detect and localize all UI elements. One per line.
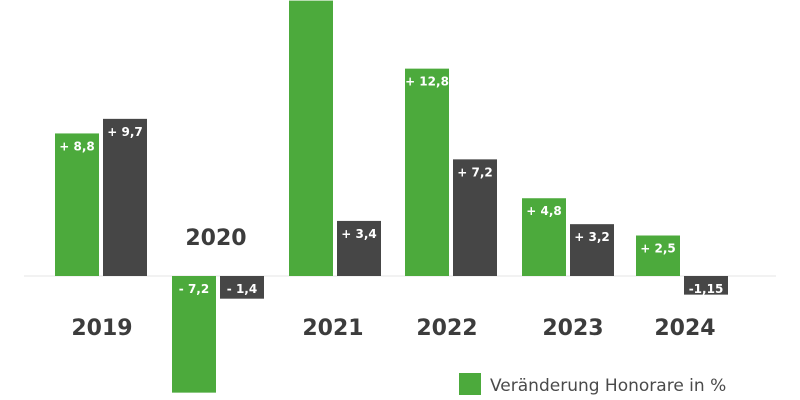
bar-value-label: + 8,8 <box>59 139 95 153</box>
bar-green-2020 <box>172 276 216 393</box>
bar-value-label: - 1,4 <box>227 282 257 296</box>
bar-green-2022 <box>405 68 449 276</box>
bar-dark-2022 <box>453 159 497 276</box>
bar-dark-2020 <box>220 276 264 299</box>
bar-green-2023 <box>522 198 566 276</box>
category-label-2020: 2020 <box>185 226 246 251</box>
bar-green-2021 <box>289 0 333 276</box>
category-label-2019: 2019 <box>71 316 132 341</box>
bar-labels-layer: + 8,8 - 7,2 + 12,8 + 4,8 + 2,5 + 9,7 - 1,4 + 3,… <box>59 75 723 296</box>
bar-value-label: + 12,8 <box>405 75 449 89</box>
bar-value-label: + 9,7 <box>107 125 143 139</box>
bar-dark-2019 <box>103 118 147 276</box>
category-label-2022: 2022 <box>416 316 477 341</box>
bars-layer <box>55 0 728 393</box>
year-labels-layer: 2019 2020 2021 2022 2023 2024 <box>71 226 715 341</box>
legend-label: Veränderung Honorare in % <box>490 376 726 396</box>
bar-green-2024 <box>636 235 680 276</box>
bar-dark-2021 <box>337 220 381 276</box>
legend: Veränderung Honorare in % <box>459 373 726 396</box>
bar-value-label: + 2,5 <box>640 242 676 256</box>
legend-swatch-green <box>459 373 481 395</box>
category-label-2021: 2021 <box>302 316 363 341</box>
bar-dark-2024 <box>684 276 728 295</box>
bar-dark-2023 <box>570 224 614 276</box>
bar-value-label: + 3,4 <box>341 227 377 241</box>
bar-value-label: + 7,2 <box>457 165 493 179</box>
bar-green-2019 <box>55 133 99 276</box>
bar-value-label: - 7,2 <box>179 282 209 296</box>
category-label-2024: 2024 <box>654 316 715 341</box>
category-label-2023: 2023 <box>542 316 603 341</box>
bar-value-label: + 3,2 <box>574 230 610 244</box>
bar-value-label: -1,15 <box>689 282 724 296</box>
bar-value-label: + 4,8 <box>526 204 562 218</box>
